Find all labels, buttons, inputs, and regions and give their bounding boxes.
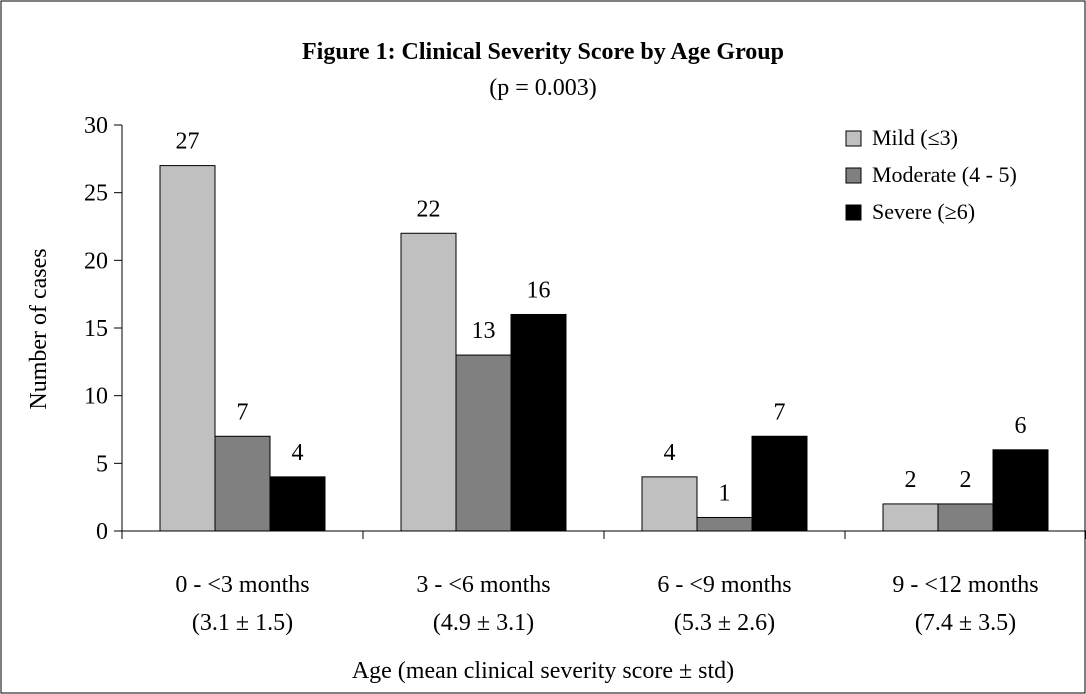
chart-subtitle: (p = 0.003) [489, 75, 597, 101]
bar [882, 503, 939, 532]
x-category-sublabel: (3.1 ± 1.5) [192, 610, 293, 636]
bar [455, 354, 512, 532]
legend-label: Moderate (4 - 5) [872, 162, 1017, 187]
x-category-sublabel: (7.4 ± 3.5) [915, 610, 1016, 636]
y-axis-title: Number of cases [26, 248, 52, 409]
data-label: 16 [527, 277, 551, 303]
bar [400, 232, 457, 532]
data-label: 4 [664, 440, 676, 466]
y-tick-label: 0 [96, 519, 108, 545]
bar [269, 476, 326, 532]
x-axis-title: Age (mean clinical severity score ± std) [352, 658, 734, 684]
data-label: 7 [774, 399, 786, 425]
data-label: 2 [905, 467, 917, 493]
legend-swatch [845, 204, 862, 221]
y-tick-label: 10 [84, 384, 108, 410]
legend-label: Mild (≤3) [872, 125, 958, 150]
x-category-label: 9 - <12 months [892, 572, 1038, 598]
bar [992, 449, 1049, 532]
bar [214, 435, 271, 532]
data-label: 27 [176, 129, 200, 155]
y-tick-label: 25 [84, 181, 108, 207]
y-tick-label: 20 [84, 248, 108, 274]
data-label: 22 [417, 196, 441, 222]
data-label: 4 [292, 440, 304, 466]
data-label: 2 [960, 467, 972, 493]
bar [937, 503, 994, 532]
legend-swatch [845, 167, 862, 184]
data-label: 7 [237, 399, 249, 425]
x-category-label: 6 - <9 months [657, 572, 791, 598]
bar [159, 165, 216, 532]
legend-swatch [845, 130, 862, 147]
bar [751, 435, 808, 532]
x-category-sublabel: (5.3 ± 2.6) [674, 610, 775, 636]
x-category-label: 3 - <6 months [416, 572, 550, 598]
bar [510, 313, 567, 532]
y-tick-label: 30 [84, 113, 108, 139]
y-tick-label: 15 [84, 316, 108, 342]
x-category-sublabel: (4.9 ± 3.1) [433, 610, 534, 636]
legend-label: Severe (≥6) [872, 199, 975, 224]
bar [696, 516, 753, 532]
y-tick-label: 5 [96, 451, 108, 477]
data-label: 6 [1015, 413, 1027, 439]
data-label: 13 [472, 318, 496, 344]
bar [641, 476, 698, 532]
data-label: 1 [719, 480, 731, 506]
chart-title: Figure 1: Clinical Severity Score by Age… [302, 39, 784, 65]
x-category-label: 0 - <3 months [175, 572, 309, 598]
